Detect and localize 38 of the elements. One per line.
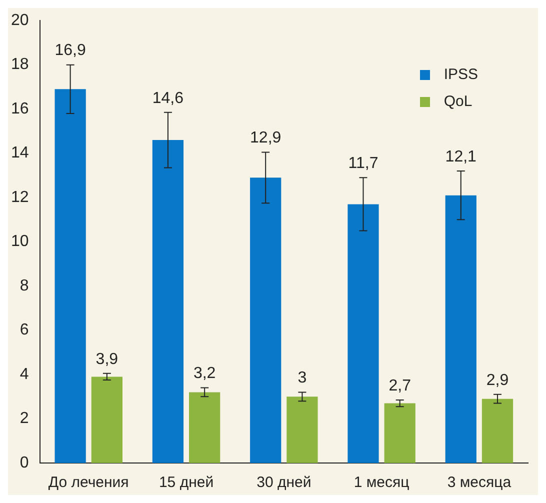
y-tick-label: 4: [20, 366, 29, 383]
y-tick-label: 10: [11, 233, 29, 250]
y-tick-label: 18: [11, 56, 29, 74]
y-tick-label: 20: [11, 12, 29, 30]
y-tick-label: 6: [20, 322, 29, 339]
legend-label: IPSS: [444, 66, 478, 83]
data-label: 11,7: [348, 155, 378, 172]
y-tick-label: 16: [11, 100, 29, 118]
bar: [91, 376, 122, 463]
y-tick-label: 12: [11, 188, 29, 206]
y-tick-label: 2: [20, 410, 29, 428]
bar: [286, 396, 318, 463]
bar: [348, 204, 379, 463]
bar: [152, 140, 184, 463]
x-tick-label: 3 месяца: [447, 474, 512, 492]
x-tick-label: 1 месяц: [354, 474, 410, 492]
y-tick-label: 0: [20, 454, 29, 472]
x-tick-label: До лечения: [48, 474, 129, 492]
bar: [250, 178, 282, 463]
y-tick-label: 14: [11, 144, 29, 162]
data-label: 14,6: [152, 90, 184, 107]
data-label: 2,9: [486, 372, 509, 389]
x-tick-label: 15 дней: [158, 474, 214, 492]
bar: [189, 392, 220, 463]
legend-label: QoL: [444, 93, 472, 110]
bar: [445, 195, 476, 463]
data-label: 12,1: [445, 148, 477, 166]
bar: [482, 398, 514, 463]
bar: [384, 403, 416, 463]
data-label: 12,9: [250, 130, 282, 147]
data-label: 3,2: [193, 365, 216, 382]
data-label: 3,9: [96, 350, 118, 368]
y-tick-label: 8: [20, 277, 29, 294]
data-label: 16,9: [54, 42, 86, 60]
data-label: 2,7: [388, 377, 412, 394]
x-tick-label: 30 дней: [256, 474, 312, 492]
bar: [54, 89, 86, 463]
data-label: 3: [298, 370, 307, 387]
